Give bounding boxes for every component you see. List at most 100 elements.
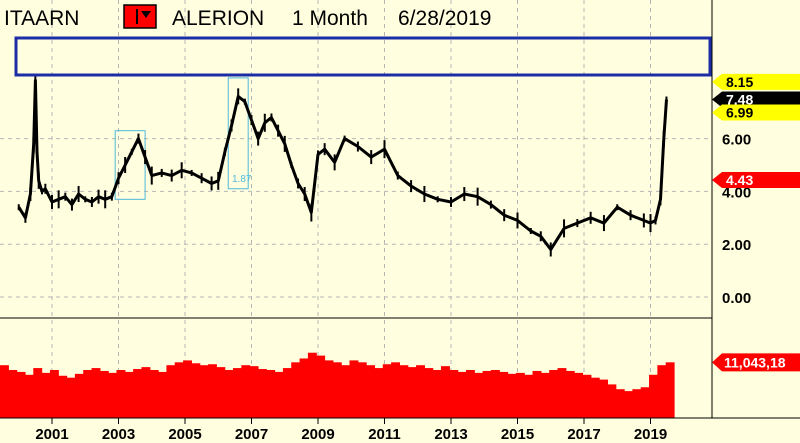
- price-tags: 8.15 7.486.99 4.43 11,043,18: [712, 73, 800, 372]
- volume-bar: [199, 365, 209, 418]
- volume-bar: [515, 372, 525, 418]
- volume-bar: [191, 363, 201, 418]
- volume-bar: [615, 389, 625, 418]
- symbol-menu-button[interactable]: [123, 4, 157, 29]
- volume-bar: [108, 372, 118, 418]
- symbol-label: ITAARN: [4, 7, 79, 30]
- volume-bar: [58, 375, 68, 418]
- highlight-box: [14, 36, 712, 77]
- volume-bar: [66, 377, 76, 418]
- volume-bar: [557, 368, 567, 418]
- volume-bar: [83, 370, 93, 418]
- volume-bar: [507, 373, 517, 418]
- price-tag-label: 7.48: [726, 92, 753, 108]
- volume-bar: [24, 374, 34, 418]
- volume-bar: [407, 367, 417, 418]
- volume-bar: [366, 365, 376, 418]
- volume-bar: [124, 371, 134, 418]
- volume-bar: [565, 370, 575, 418]
- x-tick-label: 2003: [102, 426, 135, 443]
- volume-bar: [540, 372, 550, 418]
- volume-bar: [499, 371, 509, 418]
- volume-bar: [649, 374, 658, 418]
- volume-bar: [599, 379, 609, 418]
- pattern-box-2003: [114, 130, 146, 200]
- volume-bar: [391, 362, 401, 418]
- volume-bar: [607, 384, 617, 418]
- volume-bar: [8, 370, 18, 418]
- volume-bar: [141, 367, 151, 418]
- volume-bar: [232, 368, 242, 418]
- volume-bar: [349, 360, 359, 418]
- y-tick-label: 2.00: [722, 237, 751, 254]
- price-tag: [712, 91, 800, 108]
- volume-bar: [183, 360, 192, 418]
- volume-bar: [216, 367, 226, 418]
- volume-bar: [241, 365, 251, 418]
- volume-bar: [158, 371, 168, 418]
- volume-bar: [432, 370, 442, 418]
- x-axis-labels: 2001 2003 2005 2007 2009 2011 2013 2015 2017 2019: [35, 418, 667, 443]
- volume-bar: [532, 370, 542, 418]
- volume-bar: [116, 370, 126, 418]
- volume-bar: [174, 362, 184, 418]
- price-tag: [712, 73, 800, 90]
- volume-bar: [291, 362, 301, 418]
- date-label: 6/28/2019: [398, 7, 491, 30]
- price-tag: [712, 172, 800, 189]
- y-tick-label: 6.00: [722, 132, 751, 149]
- x-tick-label: 2001: [35, 426, 68, 443]
- volume-bar: [299, 358, 309, 418]
- volume-bar: [0, 365, 9, 418]
- price-tag-label: 8.15: [726, 74, 753, 90]
- x-tick-label: 2005: [168, 426, 201, 443]
- volume-tag-label: 11,043,18: [724, 354, 786, 370]
- x-tick-label: 2009: [301, 426, 334, 443]
- volume-bar: [16, 371, 26, 418]
- volume-bar: [624, 391, 633, 418]
- volume-bar: [33, 368, 43, 418]
- volume-bar: [424, 368, 434, 418]
- grid-lines: [0, 0, 712, 418]
- volume-bar: [640, 387, 650, 418]
- period-label[interactable]: 1 Month: [292, 7, 368, 30]
- volume-bar: [166, 365, 176, 418]
- volume-bar: [341, 365, 351, 418]
- x-tick-label: 2011: [368, 426, 401, 443]
- volume-bar: [316, 355, 326, 418]
- volume-bar: [632, 389, 642, 418]
- x-tick-label: 2017: [567, 426, 600, 443]
- volume-bar: [357, 362, 367, 418]
- volume-bar: [307, 352, 317, 418]
- volume-bar: [224, 370, 234, 418]
- volume-bar: [133, 369, 143, 418]
- volume-bar: [482, 370, 492, 418]
- dropdown-icon: [141, 11, 151, 18]
- volume-bar: [274, 371, 284, 418]
- price-tag-label: 6.99: [726, 104, 753, 120]
- volume-bar: [41, 372, 51, 418]
- volume-bar: [441, 366, 450, 418]
- volume-bar: [99, 370, 109, 418]
- volume-bar: [590, 377, 600, 418]
- volume-bar: [524, 374, 534, 418]
- price-series: [17, 76, 668, 257]
- volume-bar: [549, 370, 559, 418]
- company-name: ALERION: [172, 7, 264, 30]
- volume-bar: [249, 366, 259, 418]
- volume-tag: [712, 353, 800, 372]
- y-tick-label: 4.00: [722, 184, 751, 201]
- volume-bar: [282, 368, 292, 418]
- price-tag: [712, 104, 800, 121]
- volume-bar: [465, 370, 475, 418]
- volume-bar: [382, 364, 392, 418]
- price-line: [17, 79, 668, 251]
- volume-bar: [208, 364, 217, 418]
- y-axis-labels: 0.00 2.00 4.00 6.00: [722, 132, 751, 307]
- x-tick-label: 2019: [634, 426, 667, 443]
- y-tick-label: 0.00: [722, 290, 751, 307]
- volume-bar: [457, 371, 467, 418]
- volume-bar: [449, 370, 459, 418]
